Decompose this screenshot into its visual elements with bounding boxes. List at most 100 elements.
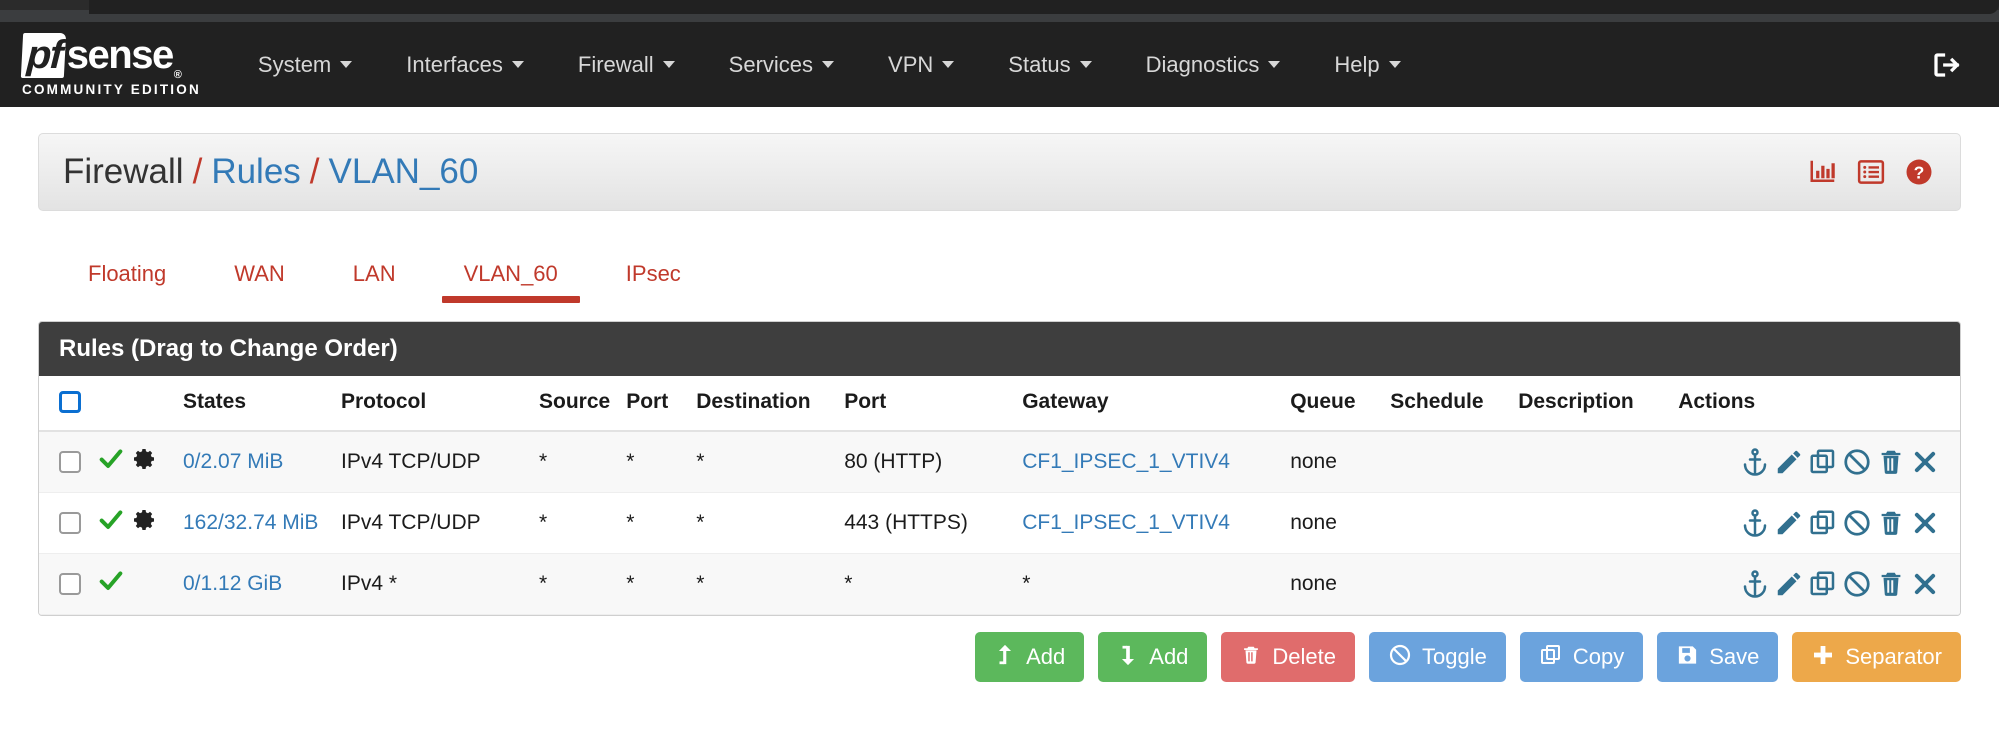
row-gateway-cell: * <box>1014 553 1283 615</box>
tab-wan[interactable]: WAN <box>212 261 307 303</box>
nav-item-services-label: Services <box>728 51 814 77</box>
chevron-down-icon <box>662 61 675 68</box>
add-rule-top-button[interactable]: Add <box>975 632 1085 682</box>
bar-chart-icon[interactable] <box>1808 157 1838 187</box>
chevron-down-icon <box>942 61 955 68</box>
tab-ipsec[interactable]: IPsec <box>604 261 703 303</box>
separator-button[interactable]: Separator <box>1792 632 1961 682</box>
ban-icon[interactable] <box>1842 508 1872 538</box>
close-icon[interactable] <box>1910 569 1940 599</box>
select-all-checkbox[interactable] <box>59 391 81 414</box>
save-button[interactable]: Save <box>1657 632 1779 682</box>
delete-button[interactable]: Delete <box>1221 632 1356 682</box>
anchor-icon[interactable] <box>1740 447 1770 477</box>
toggle-button[interactable]: Toggle <box>1369 632 1506 682</box>
ban-icon[interactable] <box>1842 447 1872 477</box>
brand-pf-mark: pf <box>20 32 66 78</box>
row-dest-port-cell: * <box>836 553 1015 615</box>
breadcrumb-separator: / <box>309 152 320 191</box>
navbar-right <box>1931 50 1977 80</box>
add-rule-bottom-button[interactable]: Add <box>1098 632 1208 682</box>
row-actions-cell <box>1670 492 1960 554</box>
table-row[interactable]: 162/32.74 MiB IPv4 TCP/UDP * * * 443 (HT… <box>39 492 1960 554</box>
brand-subtitle: COMMUNITY EDITION <box>22 81 201 97</box>
row-status-cell <box>89 553 175 615</box>
table-row[interactable]: 0/1.12 GiB IPv4 * * * * * * none <box>39 553 1960 615</box>
row-states-cell: 0/1.12 GiB <box>175 553 333 615</box>
row-dest-port-cell: 443 (HTTPS) <box>836 492 1015 554</box>
states-link[interactable]: 162/32.74 MiB <box>183 511 319 534</box>
nav-item-interfaces-label: Interfaces <box>406 51 503 77</box>
copy-icon[interactable] <box>1808 569 1838 599</box>
table-row[interactable]: 0/2.07 MiB IPv4 TCP/UDP * * * 80 (HTTP) … <box>39 431 1960 493</box>
nav-item-status[interactable]: Status <box>981 22 1118 107</box>
row-description-cell <box>1510 553 1671 615</box>
list-icon[interactable] <box>1856 157 1886 187</box>
nav-item-help[interactable]: Help <box>1307 22 1427 107</box>
table-header-row: States Protocol Source Port Destination … <box>39 376 1960 432</box>
nav-item-firewall[interactable]: Firewall <box>551 22 702 107</box>
anchor-icon[interactable] <box>1740 569 1770 599</box>
nav-item-diagnostics[interactable]: Diagnostics <box>1119 22 1308 107</box>
advanced-gear-icon[interactable] <box>133 447 157 477</box>
copy-icon[interactable] <box>1808 447 1838 477</box>
row-select-cell <box>39 431 89 493</box>
gateway-link[interactable]: CF1_IPSEC_1_VTIV4 <box>1022 450 1230 473</box>
pass-check-icon[interactable] <box>97 445 125 479</box>
pencil-icon[interactable] <box>1774 569 1804 599</box>
nav-item-firewall-label: Firewall <box>577 51 654 77</box>
nav-item-vpn[interactable]: VPN <box>861 22 981 107</box>
help-icon[interactable]: ? <box>1904 157 1934 187</box>
nav-item-interfaces[interactable]: Interfaces <box>379 22 551 107</box>
copy-icon[interactable] <box>1808 508 1838 538</box>
pencil-icon[interactable] <box>1774 447 1804 477</box>
row-checkbox[interactable] <box>59 573 81 596</box>
trash-icon[interactable] <box>1876 447 1906 477</box>
nav-item-system[interactable]: System <box>231 22 379 107</box>
close-icon[interactable] <box>1910 508 1940 538</box>
breadcrumb-vlan60[interactable]: VLAN_60 <box>328 152 479 191</box>
row-protocol-cell: IPv4 TCP/UDP <box>333 492 531 554</box>
copy-button-label: Copy <box>1572 644 1625 669</box>
browser-chrome-strip <box>0 0 1999 22</box>
row-checkbox[interactable] <box>59 512 81 535</box>
pass-check-icon[interactable] <box>97 567 125 601</box>
ban-icon[interactable] <box>1842 569 1872 599</box>
header-status <box>89 376 175 432</box>
row-actions-cell <box>1670 553 1960 615</box>
chevron-down-icon <box>1268 61 1281 68</box>
pass-check-icon[interactable] <box>97 506 125 540</box>
row-checkbox[interactable] <box>59 451 81 474</box>
header-schedule: Schedule <box>1382 376 1511 432</box>
header-dest-port: Port <box>836 376 1015 432</box>
tab-vlan60-label: VLAN_60 <box>463 261 558 286</box>
header-description: Description <box>1510 376 1671 432</box>
breadcrumb-rules[interactable]: Rules <box>211 152 301 191</box>
pencil-icon[interactable] <box>1774 508 1804 538</box>
copy-button[interactable]: Copy <box>1519 632 1644 682</box>
tab-lan[interactable]: LAN <box>331 261 418 303</box>
close-icon[interactable] <box>1910 447 1940 477</box>
copy-icon <box>1539 643 1563 671</box>
gateway-link[interactable]: CF1_IPSEC_1_VTIV4 <box>1022 511 1230 534</box>
trash-icon[interactable] <box>1876 569 1906 599</box>
rules-panel: Rules (Drag to Change Order) States Prot… <box>38 321 1961 616</box>
row-gateway-cell: CF1_IPSEC_1_VTIV4 <box>1014 492 1283 554</box>
logout-icon[interactable] <box>1931 50 1961 80</box>
tab-vlan60[interactable]: VLAN_60 <box>441 261 580 303</box>
tab-wan-label: WAN <box>234 261 285 286</box>
anchor-icon[interactable] <box>1740 508 1770 538</box>
arrow-down-icon <box>1117 643 1139 671</box>
states-link[interactable]: 0/1.12 GiB <box>183 572 283 595</box>
advanced-gear-icon[interactable] <box>133 508 157 538</box>
row-status-cell <box>89 431 175 493</box>
header-protocol: Protocol <box>333 376 531 432</box>
row-schedule-cell <box>1382 492 1511 554</box>
states-link[interactable]: 0/2.07 MiB <box>183 450 284 473</box>
nav-item-services[interactable]: Services <box>702 22 861 107</box>
trash-icon[interactable] <box>1876 508 1906 538</box>
nav-item-help-label: Help <box>1334 51 1380 77</box>
tab-floating[interactable]: Floating <box>66 261 188 303</box>
chrome-tab-cap <box>89 0 1999 14</box>
